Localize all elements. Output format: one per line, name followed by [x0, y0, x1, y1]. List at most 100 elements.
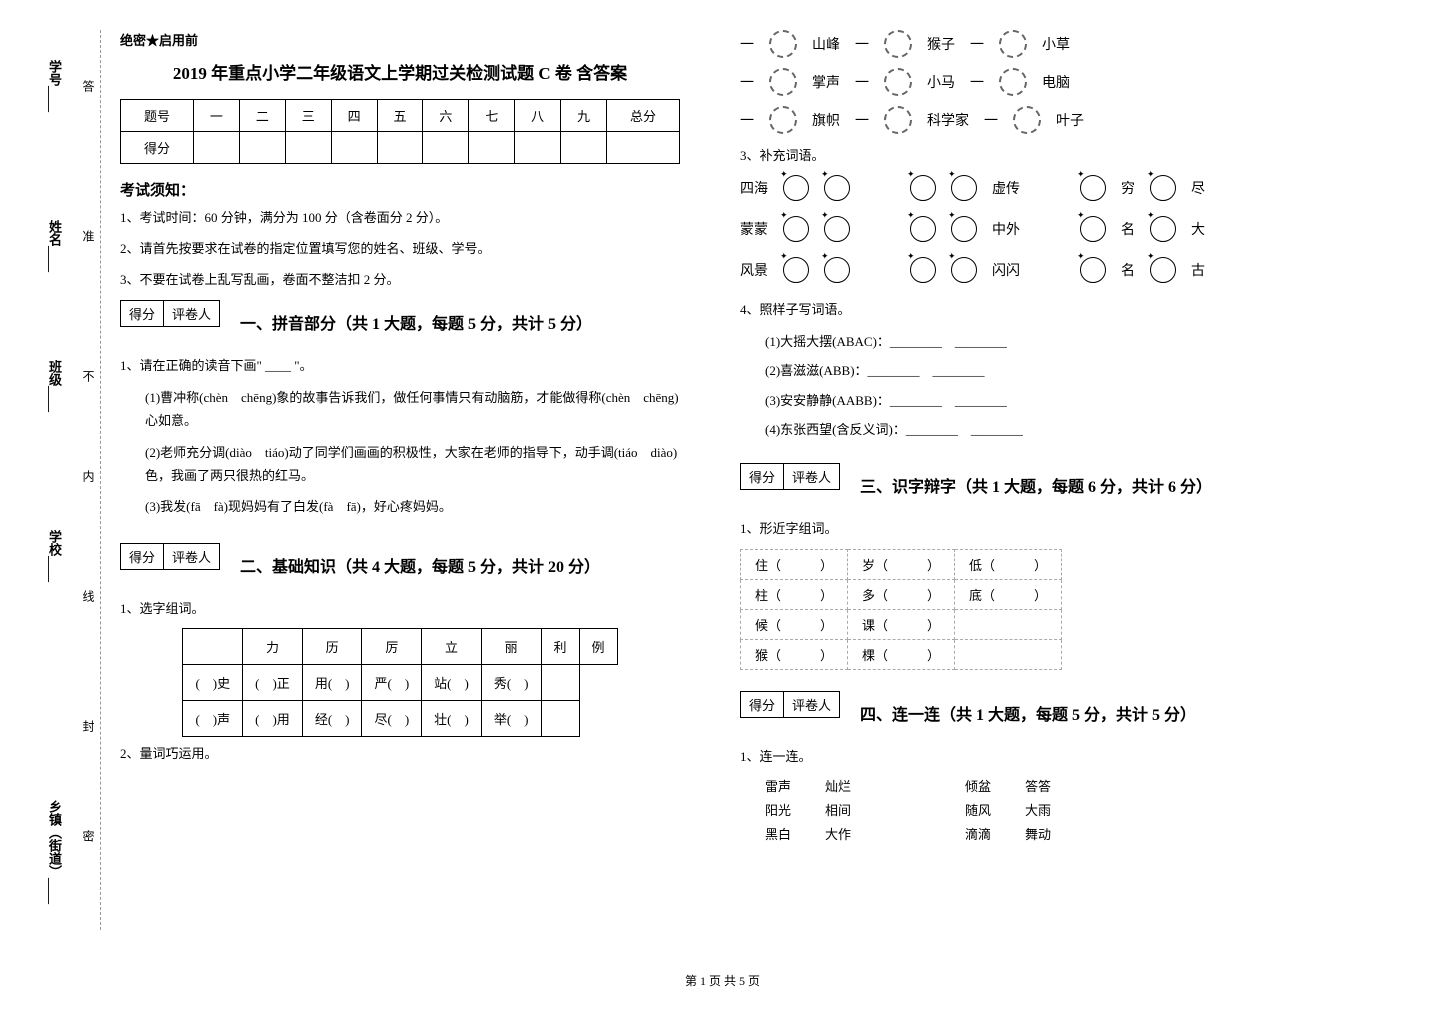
dash: 一 [855, 110, 869, 130]
s2-q4-2: (2)喜滋滋(ABB)：________ ________ [765, 359, 1300, 382]
fillin-word: 名 [1121, 260, 1135, 280]
sidebar-label-banji: 班级____ [45, 360, 64, 412]
measure-word: 旗帜 [812, 110, 840, 130]
grade-box-4: 得分 评卷人 [740, 691, 840, 718]
xingjin-table: 住（ ）岁（ ）低（ ）柱（ ）多（ ）底（ ）候（ ）课（ ） 猴（ ）棵（ … [740, 549, 1062, 670]
measure-word: 叶子 [1056, 110, 1084, 130]
s2-q3: 3、补充词语。 [740, 144, 1300, 167]
score-cell [285, 132, 331, 164]
score-cell [331, 132, 377, 164]
score-cell [607, 132, 680, 164]
blank-circle [951, 175, 977, 201]
fillin-word: 名 [1121, 219, 1135, 239]
pingjuanren-label: 评卷人 [164, 301, 219, 326]
grade-box-2: 得分 评卷人 [120, 543, 220, 570]
score-cell [423, 132, 469, 164]
s1-q1-3: (3)我发(fā fà)现妈妈有了白发(fà fā)，好心疼妈妈。 [145, 495, 680, 518]
score-cell [515, 132, 561, 164]
measure-word: 电脑 [1042, 72, 1070, 92]
blank-circle [824, 257, 850, 283]
dash: 一 [970, 72, 984, 92]
char-cell: ( )正 [243, 665, 303, 701]
char-cell: 尽( ) [362, 701, 422, 737]
xingjin-cell: 住（ ） [741, 549, 848, 579]
xingjin-cell: 柱（ ） [741, 579, 848, 609]
sun-icon [999, 30, 1027, 58]
dotted-xian: 线 [80, 590, 97, 605]
dash: 一 [970, 34, 984, 54]
section1-title: 一、拼音部分（共 1 大题，每题 5 分，共计 5 分） [240, 310, 592, 334]
measure-word: 猴子 [927, 34, 955, 54]
score-header-cell: 四 [331, 100, 377, 132]
blank-circle [783, 216, 809, 242]
fillin-word: 大 [1191, 219, 1205, 239]
score-cell [193, 132, 239, 164]
score-header-cell: 一 [193, 100, 239, 132]
lian-word: 大作 [825, 824, 885, 843]
score-header-cell: 题号 [121, 100, 194, 132]
lian-word: 答答 [1025, 776, 1085, 795]
lian-word [885, 824, 965, 843]
lian-block: 雷声灿烂倾盆答答阳光相间随风大雨黑白大作滴滴舞动 [765, 776, 1300, 843]
fillin-block: 四海虚传穷尽蒙蒙中外名大风景闪闪名古 [740, 175, 1300, 283]
blank-circle [951, 216, 977, 242]
fillin-word: 中外 [992, 219, 1020, 239]
char-cell: ( )史 [183, 665, 243, 701]
blank-circle [824, 216, 850, 242]
char-header-cell: 立 [422, 629, 482, 665]
blank-circle [910, 257, 936, 283]
blank-circle [1150, 175, 1176, 201]
lian-word: 黑白 [765, 824, 825, 843]
sun-icon [769, 106, 797, 134]
lian-word: 大雨 [1025, 800, 1085, 819]
score-row-label: 得分 [121, 132, 194, 164]
sidebar-label-xuexiao: 学校____ [45, 530, 64, 582]
fillin-word: 闪闪 [992, 260, 1020, 280]
sidebar-label-xiangzhen: 乡镇（街道）____ [45, 800, 64, 904]
dash: 一 [984, 110, 998, 130]
score-header-cell: 三 [285, 100, 331, 132]
section3-title: 三、识字辩字（共 1 大题，每题 6 分，共计 6 分） [860, 473, 1212, 497]
section4-title: 四、连一连（共 1 大题，每题 5 分，共计 5 分） [860, 701, 1196, 725]
section2-title: 二、基础知识（共 4 大题，每题 5 分，共计 20 分） [240, 553, 600, 577]
fillin-word: 风景 [740, 260, 768, 280]
dotted-bu: 不 [80, 370, 97, 385]
dash: 一 [740, 72, 754, 92]
score-header-cell: 九 [561, 100, 607, 132]
s4-q1: 1、连一连。 [740, 745, 1300, 768]
xingjin-cell: 底（ ） [955, 579, 1062, 609]
score-cell [377, 132, 423, 164]
lian-word: 阳光 [765, 800, 825, 819]
char-cell: 用( ) [302, 665, 362, 701]
xingjin-cell: 课（ ） [848, 609, 955, 639]
s1-q1-2: (2)老师充分调(diào tiáo)动了同学们画画的积极性，大家在老师的指导下… [145, 441, 680, 488]
char-cell: ( )声 [183, 701, 243, 737]
measure-word: 山峰 [812, 34, 840, 54]
char-header-cell: 历 [302, 629, 362, 665]
dash: 一 [855, 72, 869, 92]
char-table: 力历厉立丽利例( )史( )正用( )严( )站( )秀( )( )声( )用经… [182, 628, 617, 737]
score-cell [469, 132, 515, 164]
blank-circle [783, 257, 809, 283]
lian-word: 灿烂 [825, 776, 885, 795]
pingjuanren-label-2: 评卷人 [164, 544, 219, 569]
score-cell [561, 132, 607, 164]
blank-circle [910, 216, 936, 242]
s2-q4: 4、照样子写词语。 [740, 298, 1300, 321]
char-header-cell: 力 [243, 629, 303, 665]
char-cell: 秀( ) [481, 665, 541, 701]
dash: 一 [740, 34, 754, 54]
measure-word: 科学家 [927, 110, 969, 130]
sidebar-label-xingming: 姓名____ [45, 220, 64, 272]
right-column: 一山峰一猴子一小草一掌声一小马一电脑一旗帜一科学家一叶子 3、补充词语。 四海虚… [740, 30, 1300, 848]
sun-icon [769, 30, 797, 58]
notice-title: 考试须知： [120, 179, 680, 200]
char-cell [541, 701, 579, 737]
score-header-cell: 总分 [607, 100, 680, 132]
s3-q1: 1、形近字组词。 [740, 517, 1300, 540]
s2-q1: 1、选字组词。 [120, 597, 680, 620]
measure-word: 小草 [1042, 34, 1070, 54]
sun-icon [884, 30, 912, 58]
char-cell: 壮( ) [422, 701, 482, 737]
fold-line [100, 30, 101, 930]
